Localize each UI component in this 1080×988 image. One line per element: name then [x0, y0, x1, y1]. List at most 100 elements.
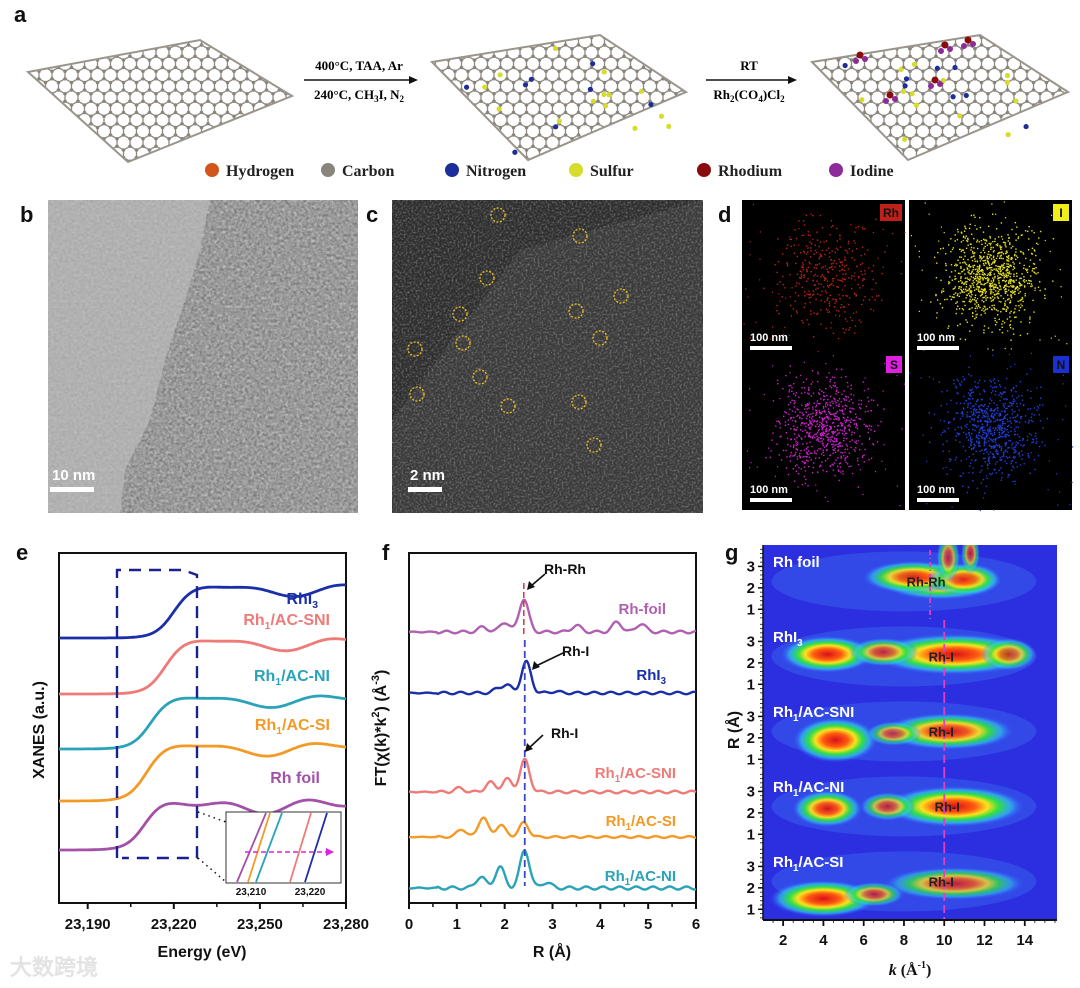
element-badge [1053, 204, 1069, 221]
scale-bar [750, 346, 792, 350]
tem-image: 10 nm [48, 200, 358, 513]
x-tick-label: 3 [548, 916, 556, 933]
scale-bar-label: 100 nm [750, 484, 788, 496]
annotation-arrow [535, 652, 564, 667]
single-atom-circle [472, 369, 488, 385]
series-label: Rh1/AC-SI [255, 717, 330, 737]
panel-label-a: a [14, 2, 27, 27]
wt-sample-label: Rh1/AC-NI [773, 779, 844, 799]
x-tick-label: 0 [405, 916, 413, 933]
wt-sample-label: Rh1/AC-SNI [773, 704, 854, 724]
scale-bar [408, 487, 442, 492]
single-atom-circle [586, 437, 602, 453]
annotation-arrow [528, 734, 544, 749]
y-tick-label: 3 [747, 783, 755, 800]
wt-strip: Rh foil Rh-Rh 1 2 3 [747, 545, 1057, 620]
x-tick-label: 23,250 [237, 916, 283, 933]
y-tick-label: 3 [747, 858, 755, 875]
ft-curve [408, 659, 697, 696]
eds-maps: Rh 100 nm I 100 nm S 100 nm N 100 nm [742, 200, 1074, 512]
eds-map-i: I 100 nm [909, 200, 1072, 358]
series-label: Rh1/AC-NI [254, 668, 330, 688]
scale-bar [50, 487, 94, 492]
synthesis-arrow-1 [304, 76, 418, 84]
step1-condition-bottom: 240°C, CH3I, N2 [314, 87, 405, 104]
x-tick-label: 10 [936, 932, 953, 949]
wt-peak-label: Rh-I [935, 799, 960, 814]
annotation-arrowhead [527, 581, 535, 590]
element-label: I [1059, 206, 1062, 220]
x-tick-label: 14 [1016, 932, 1033, 949]
atom-carbon-icon [321, 163, 335, 177]
single-atom-circle [479, 270, 495, 286]
wt-y-label: R (Å) [724, 711, 743, 749]
inset-curve [236, 812, 267, 883]
wt-intensity-blob [980, 638, 1037, 671]
y-tick-label: 1 [747, 676, 755, 693]
series-label: Rh1/AC-SI [606, 813, 676, 833]
x-tick-label: 2 [779, 932, 787, 949]
x-tick-label: 5 [644, 916, 652, 933]
scale-bar-label: 100 nm [917, 484, 955, 496]
series-label: Rh1/AC-NI [605, 868, 676, 888]
single-atom-circle [571, 394, 587, 410]
ft-curve [408, 849, 697, 891]
y-tick-label: 1 [747, 826, 755, 843]
inset-curve [304, 812, 328, 883]
x-tick-label: 6 [692, 916, 700, 933]
scale-bar [917, 346, 959, 350]
xanes-x-label: Energy (eV) [158, 944, 247, 961]
synthesis-arrow-2 [706, 76, 797, 84]
ft-curve [408, 816, 697, 840]
step2-condition-bottom: Rh2(CO4)Cl2 [713, 87, 785, 104]
element-label: N [1057, 358, 1066, 372]
panel-label-e: e [16, 540, 28, 565]
series-label: Rh1/AC-SNI [243, 612, 330, 632]
wt-strip: Rh1/AC-SI Rh-I 1 2 3 [747, 845, 1057, 920]
panel-label-g: g [725, 540, 738, 565]
panel-label-c: c [366, 202, 378, 227]
step1-condition-top: 400°C, TAA, Ar [315, 58, 403, 73]
wavelet-transform-chart: Rh foilRh-Rh123RhI3Rh-I123Rh1/AC-SNIRh-I… [747, 545, 1057, 949]
scale-bar-label: 10 nm [52, 467, 95, 484]
xanes-curve [59, 798, 346, 852]
y-tick-label: 3 [747, 558, 755, 575]
atom-rhodium-icon [697, 163, 711, 177]
single-atom-circle [572, 228, 588, 244]
x-tick-label: 8 [900, 932, 908, 949]
single-atom-circle [490, 207, 506, 223]
inset-tick-label: 23,220 [295, 887, 326, 898]
wt-intensity-blob [780, 635, 874, 673]
graphene-sheet-doped [429, 33, 689, 162]
peak-annotation: Rh-I [551, 725, 578, 741]
wt-intensity-blob [843, 882, 904, 907]
x-tick-label: 2 [500, 916, 508, 933]
wt-sample-label: Rh1/AC-SI [773, 854, 843, 874]
xanes-curve [59, 694, 347, 751]
atom-nitrogen-icon [445, 163, 459, 177]
inset-curve [289, 812, 312, 883]
wt-peak-label: Rh-I [929, 874, 954, 889]
wt-peak-label: Rh-I [929, 724, 954, 739]
single-atom-circle [500, 398, 516, 414]
panel-label-b: b [20, 202, 33, 227]
wt-sample-label: Rh foil [773, 554, 820, 571]
ft-curve [409, 757, 697, 795]
exafs-chart: 0 1 2 3 4 5 6 Rh-foil RhI3 Rh1/AC-SNI Rh1/AC-SI Rh1… [405, 552, 700, 933]
series-label: Rh foil [270, 770, 320, 787]
single-atom-circle [568, 303, 584, 319]
xanes-y-label: XANES (a.u.) [31, 681, 48, 779]
exafs-x-label: R (Å) [533, 942, 571, 961]
inset-curve [255, 812, 283, 883]
y-tick-label: 2 [747, 730, 755, 747]
series-label: RhI3 [286, 591, 318, 611]
wt-intensity-blob [792, 790, 863, 827]
xanes-curve [59, 742, 347, 803]
scale-bar [750, 498, 792, 502]
single-atom-circle [613, 288, 629, 304]
scale-bar [917, 498, 959, 502]
x-tick-label: 4 [596, 916, 605, 933]
wt-strip: Rh1/AC-NI Rh-I 1 2 3 [747, 770, 1057, 845]
xanes-curve [59, 583, 347, 640]
